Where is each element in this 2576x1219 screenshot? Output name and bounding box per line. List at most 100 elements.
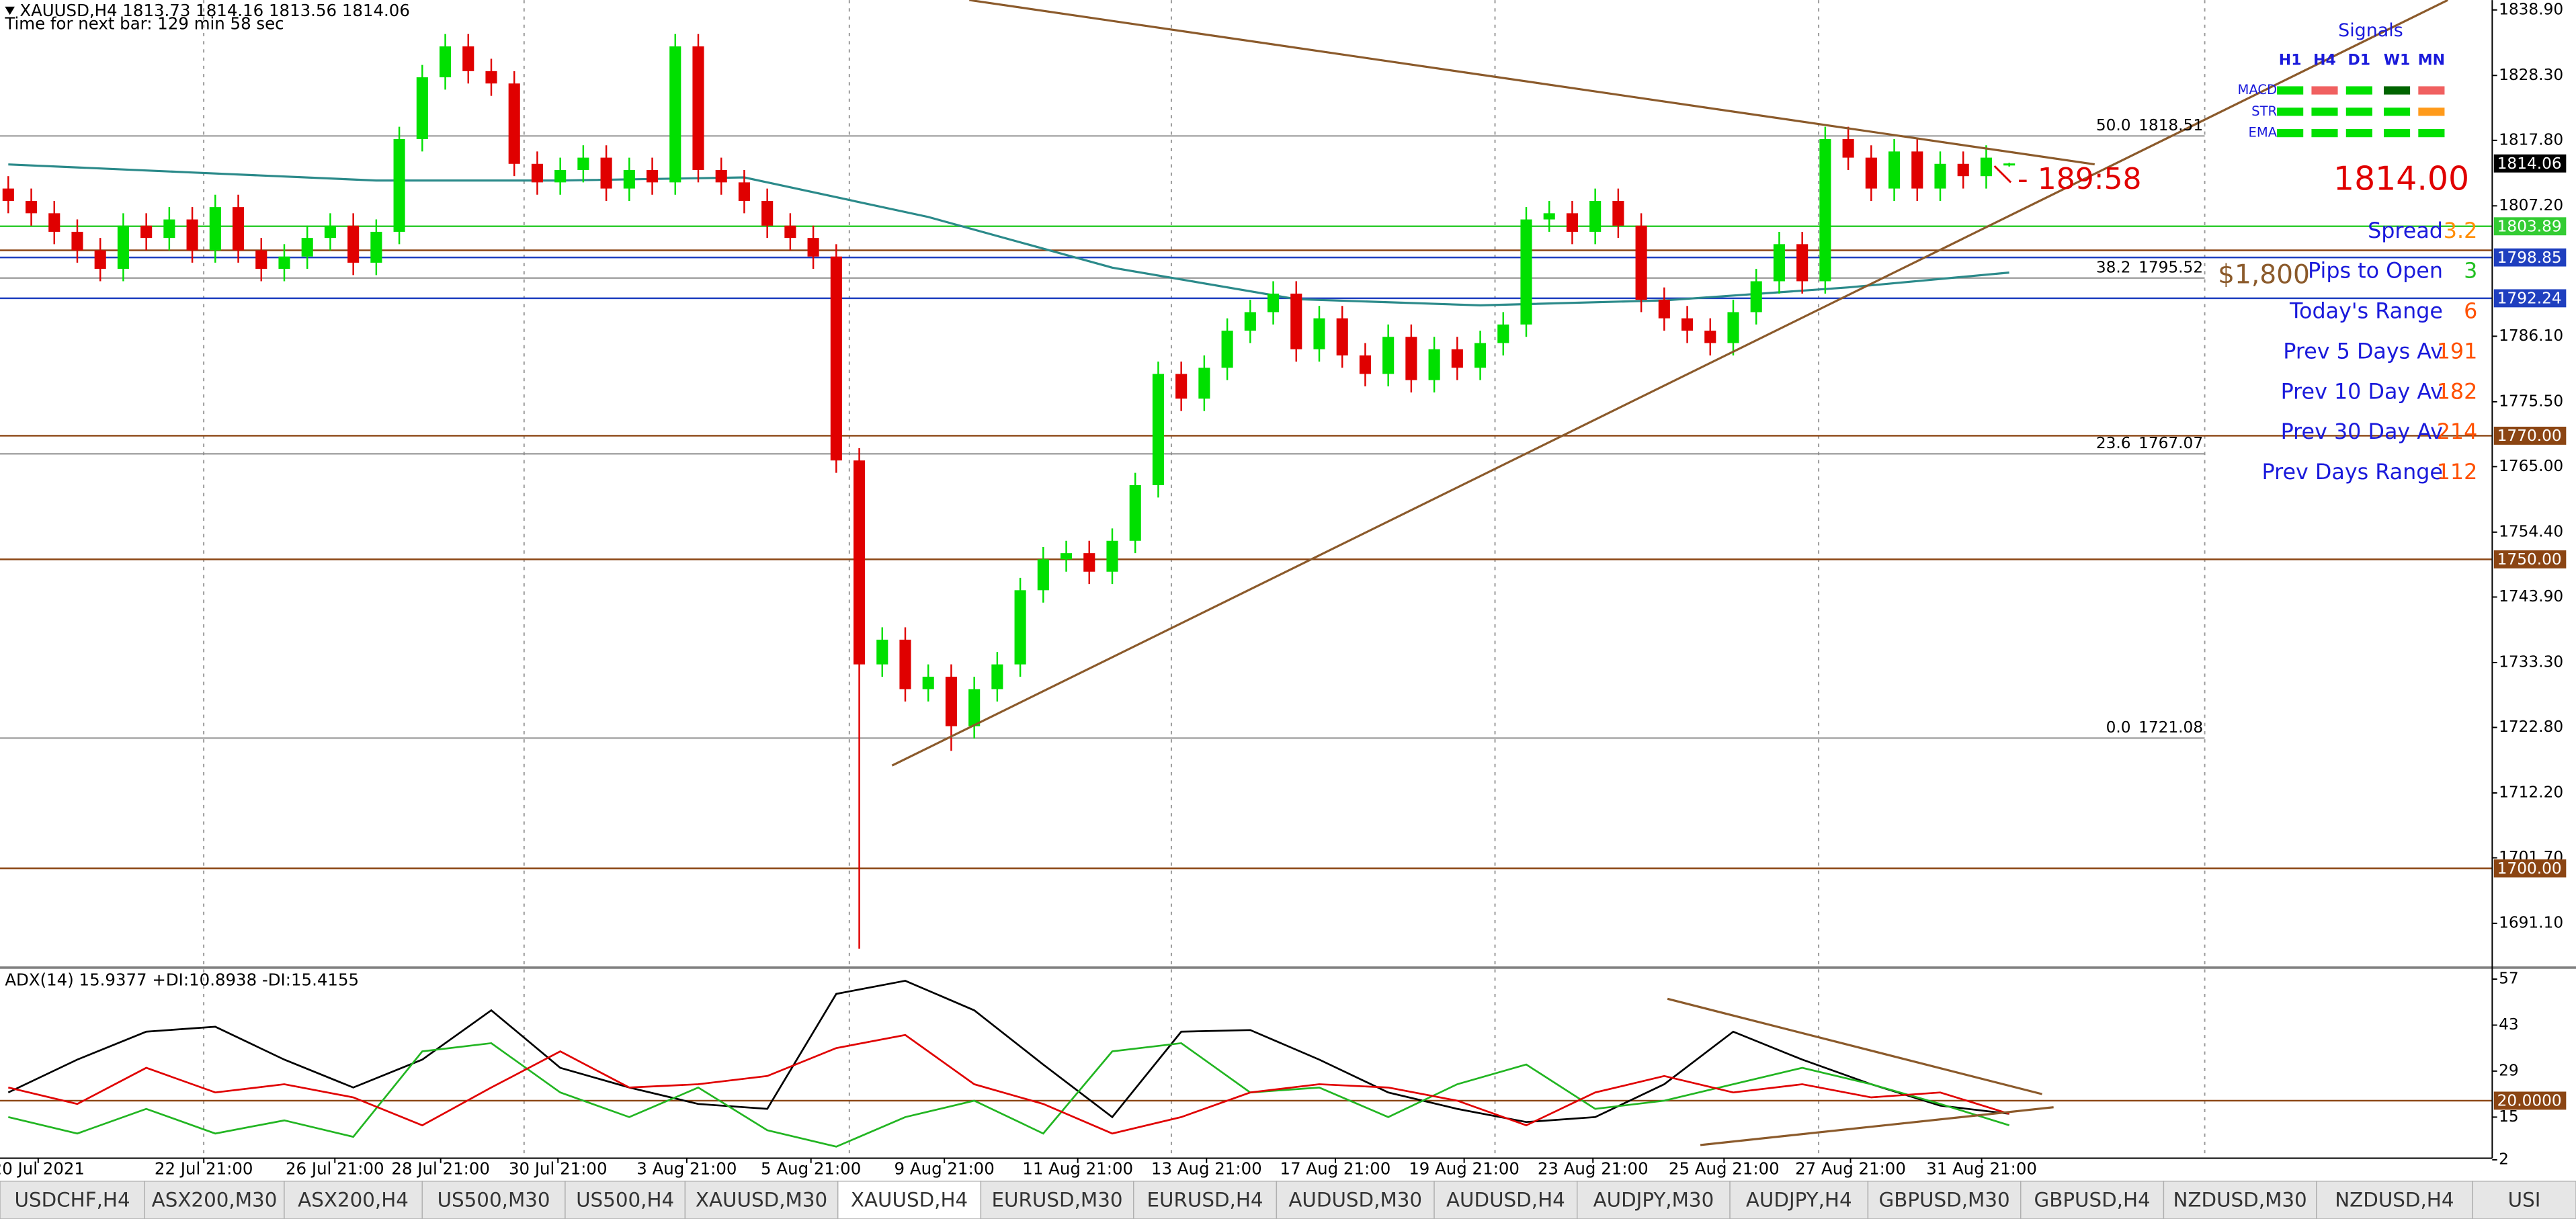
- level-tag: $1,800: [2218, 259, 2310, 290]
- countdown: - 189:58: [2018, 162, 2142, 196]
- price-box: [2493, 154, 2567, 173]
- candle-body: [347, 225, 360, 263]
- tab[interactable]: [421, 1180, 566, 1219]
- price-box-label: 1814.06: [2497, 155, 2562, 173]
- trend-line: [1667, 997, 2042, 1095]
- trend-line: [891, 0, 2449, 767]
- trend-line: [1700, 1106, 2054, 1146]
- tab[interactable]: [684, 1180, 839, 1219]
- tab-label[interactable]: AUDUSD,M30: [1288, 1189, 1422, 1212]
- tab[interactable]: [1434, 1180, 1578, 1219]
- price-box: [2493, 426, 2567, 445]
- candle-body: [715, 169, 727, 183]
- tab[interactable]: [980, 1180, 1134, 1219]
- candle-body: [1382, 337, 1395, 374]
- candle-body: [853, 460, 866, 665]
- tab-label[interactable]: EURUSD,H4: [1147, 1189, 1263, 1212]
- y-tick-label: 1775.50: [2499, 392, 2563, 410]
- adx-title: ADX(14) 15.9377 +DI:10.8938 -DI:15.4155: [5, 970, 359, 989]
- tab-label[interactable]: AUDJPY,M30: [1593, 1189, 1714, 1212]
- candle-body: [1750, 281, 1762, 312]
- candle-body: [1221, 331, 1233, 368]
- tab-label[interactable]: AUDUSD,H4: [1446, 1189, 1565, 1212]
- tab[interactable]: [2020, 1180, 2165, 1219]
- candle-body: [163, 219, 175, 239]
- y-tick-label: 1817.80: [2499, 130, 2563, 149]
- candle-body: [140, 225, 153, 239]
- tab[interactable]: [565, 1180, 686, 1219]
- tab-label[interactable]: XAUUSD,M30: [696, 1189, 827, 1212]
- candle-body: [1083, 553, 1095, 572]
- x-tick-label: 26 Jul 21:00: [286, 1159, 384, 1179]
- candle-body: [1336, 318, 1348, 355]
- stat-value: 3: [2464, 259, 2477, 284]
- x-tick-label: 19 Aug 21:00: [1409, 1159, 1520, 1179]
- tab[interactable]: [2472, 1180, 2576, 1219]
- x-tick-label: 27 Aug 21:00: [1795, 1159, 1906, 1179]
- candle-body: [2003, 163, 2016, 166]
- candle-body: [1313, 318, 1325, 349]
- candle-body: [577, 157, 589, 170]
- tab-label[interactable]: USDCHF,H4: [15, 1189, 130, 1212]
- signal-row: STR: [2251, 103, 2277, 119]
- candle-body: [554, 169, 567, 183]
- signal-cell: [2345, 128, 2372, 138]
- candle-body: [1980, 157, 1992, 177]
- candle-body: [1129, 485, 1141, 541]
- x-tick-label: 13 Aug 21:00: [1151, 1159, 1262, 1179]
- y-tick-label: 29: [2499, 1061, 2519, 1079]
- tab-label[interactable]: NZDUSD,H4: [2335, 1189, 2454, 1212]
- tab-label[interactable]: US500,H4: [576, 1189, 674, 1212]
- candle-body: [94, 250, 106, 269]
- indicator-line: [8, 1042, 2010, 1148]
- tab-label[interactable]: AUDJPY,H4: [1746, 1189, 1852, 1212]
- price-box: [2493, 550, 2567, 569]
- signal-cell: [2345, 108, 2372, 116]
- tab-label[interactable]: GBPUSD,H4: [2034, 1189, 2150, 1212]
- candle-body: [830, 256, 842, 461]
- tab-label[interactable]: EURUSD,M30: [992, 1189, 1123, 1212]
- tab[interactable]: [1577, 1180, 1731, 1219]
- tab-label[interactable]: ASX200,H4: [298, 1189, 409, 1212]
- signal-column: H4: [2313, 52, 2336, 69]
- price-box: [2493, 1091, 2567, 1110]
- candle-body: [1819, 139, 1831, 282]
- y-tick-label: 1807.20: [2499, 196, 2563, 214]
- candle-body: [1037, 559, 1049, 591]
- tab-label[interactable]: GBPUSD,M30: [1879, 1189, 2010, 1212]
- candle-body: [1681, 318, 1694, 331]
- signal-cell: [2418, 108, 2445, 116]
- tab-label[interactable]: XAUUSD,H4: [851, 1189, 968, 1212]
- y-tick-label: 57: [2499, 970, 2519, 988]
- y-tick-label: 1712.20: [2499, 783, 2563, 801]
- bar-timer: Time for next bar: 129 min 58 sec: [4, 14, 284, 34]
- tab[interactable]: [1132, 1180, 1278, 1219]
- candle-body: [1589, 200, 1602, 232]
- fib-price: 1795.52: [2138, 259, 2203, 277]
- tab[interactable]: [1276, 1180, 1435, 1219]
- price-box-label: 1803.89: [2497, 217, 2562, 235]
- x-tick-label: 11 Aug 21:00: [1022, 1159, 1133, 1179]
- x-tick-label: 9 Aug 21:00: [895, 1159, 995, 1179]
- signal-cell: [2383, 128, 2411, 138]
- fib-price: 1767.07: [2138, 434, 2203, 452]
- fib-price: 1721.08: [2138, 718, 2203, 737]
- signal-column: MN: [2418, 52, 2445, 69]
- candle-body: [301, 238, 313, 257]
- stat-label: Today's Range: [2289, 300, 2443, 324]
- price-box-label: 1700.00: [2497, 859, 2562, 878]
- stat-value: 3.2: [2444, 219, 2478, 243]
- tab[interactable]: [2316, 1180, 2473, 1219]
- candle-body: [1267, 293, 1280, 312]
- tab-label[interactable]: NZDUSD,M30: [2173, 1189, 2307, 1212]
- tab[interactable]: [0, 1180, 145, 1219]
- fib-level: 38.2: [2096, 259, 2131, 277]
- candle-body: [209, 207, 221, 251]
- collapse-icon: [5, 6, 15, 15]
- x-tick-label: 3 Aug 21:00: [636, 1159, 737, 1179]
- candle-body: [1359, 355, 1371, 374]
- tab-label[interactable]: US500,M30: [438, 1189, 550, 1212]
- tab-label[interactable]: ASX200,M30: [152, 1189, 278, 1212]
- tab-label[interactable]: USI: [2508, 1189, 2541, 1212]
